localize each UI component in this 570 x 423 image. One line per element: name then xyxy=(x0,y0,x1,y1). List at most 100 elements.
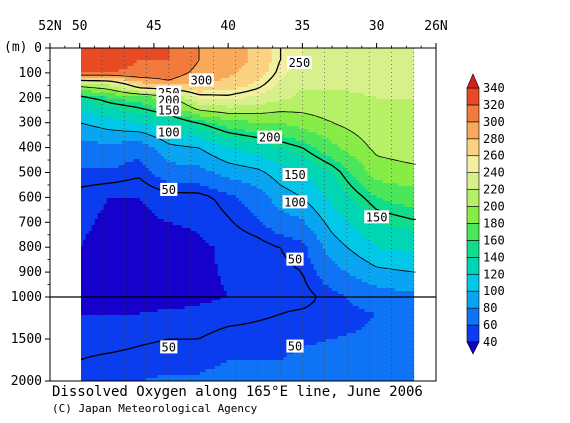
field-cell xyxy=(298,108,303,112)
field-cell xyxy=(157,48,162,52)
field-cell xyxy=(160,138,165,142)
field-cell xyxy=(298,159,303,163)
field-cell xyxy=(235,180,240,184)
field-cell xyxy=(391,123,396,127)
field-cell xyxy=(325,168,330,172)
field-cell xyxy=(325,174,330,178)
field-cell xyxy=(148,66,153,70)
field-cell xyxy=(112,87,117,91)
field-cell xyxy=(139,87,144,91)
field-cell xyxy=(409,99,414,103)
field-cell xyxy=(313,126,318,130)
field-cell xyxy=(283,72,288,76)
field-cell xyxy=(190,180,195,184)
field-cell xyxy=(232,129,237,133)
field-cell xyxy=(334,135,339,139)
field-cell xyxy=(298,153,303,157)
field-cell xyxy=(232,51,237,55)
field-cell xyxy=(358,90,363,94)
field-cell xyxy=(283,153,288,157)
field-cell xyxy=(100,84,105,88)
field-cell xyxy=(124,147,129,151)
field-cell xyxy=(178,174,183,178)
field-cell xyxy=(406,93,411,97)
field-cell xyxy=(247,144,252,148)
field-cell xyxy=(247,96,252,100)
field-cell xyxy=(196,135,201,139)
field-cell xyxy=(367,96,372,100)
field-cell xyxy=(238,177,243,181)
field-cell xyxy=(229,156,234,160)
field-cell xyxy=(139,150,144,154)
field-cell xyxy=(346,102,351,106)
field-cell xyxy=(148,129,153,133)
field-cell xyxy=(280,159,285,163)
field-cell xyxy=(229,123,234,127)
field-cell xyxy=(160,147,165,151)
field-cell xyxy=(373,111,378,115)
field-cell xyxy=(148,63,153,67)
field-cell xyxy=(364,51,369,55)
field-cell xyxy=(181,54,186,58)
field-cell xyxy=(376,105,381,109)
field-cell xyxy=(358,105,363,109)
field-cell xyxy=(286,69,291,73)
field-cell xyxy=(202,156,207,160)
field-cell xyxy=(313,162,318,166)
field-cell xyxy=(226,78,231,82)
field-cell xyxy=(175,48,180,52)
field-cell xyxy=(223,138,228,142)
field-cell xyxy=(250,177,255,181)
field-cell xyxy=(313,147,318,151)
field-cell xyxy=(130,132,135,136)
field-cell xyxy=(280,57,285,61)
field-cell xyxy=(139,60,144,64)
field-cell xyxy=(406,81,411,85)
field-cell xyxy=(352,174,357,178)
field-cell xyxy=(133,54,138,58)
field-cell xyxy=(136,60,141,64)
field-cell xyxy=(127,177,132,181)
field-cell xyxy=(232,63,237,67)
field-cell xyxy=(262,144,267,148)
field-cell xyxy=(262,48,267,52)
field-cell xyxy=(256,153,261,157)
field-cell xyxy=(361,129,366,133)
field-cell xyxy=(88,87,93,91)
field-cell xyxy=(310,93,315,97)
field-cell xyxy=(370,174,375,178)
field-cell xyxy=(373,162,378,166)
field-cell xyxy=(349,123,354,127)
field-cell xyxy=(223,72,228,76)
field-cell xyxy=(139,147,144,151)
field-cell xyxy=(364,114,369,118)
field-cell xyxy=(322,156,327,160)
field-cell xyxy=(274,108,279,112)
field-cell xyxy=(238,69,243,73)
field-cell xyxy=(229,96,234,100)
field-cell xyxy=(118,171,123,175)
field-cell xyxy=(199,63,204,67)
field-cell xyxy=(226,72,231,76)
field-cell xyxy=(88,156,93,160)
field-cell xyxy=(304,51,309,55)
field-cell xyxy=(280,168,285,172)
field-cell xyxy=(94,129,99,133)
field-cell xyxy=(334,111,339,115)
field-cell xyxy=(406,72,411,76)
field-cell xyxy=(304,90,309,94)
field-cell xyxy=(274,156,279,160)
field-cell xyxy=(400,96,405,100)
field-cell xyxy=(229,153,234,157)
field-cell xyxy=(397,126,402,130)
field-cell xyxy=(124,156,129,160)
field-cell xyxy=(223,99,228,103)
field-cell xyxy=(85,138,90,142)
field-cell xyxy=(124,66,129,70)
field-cell xyxy=(316,129,321,133)
field-cell xyxy=(391,162,396,166)
field-cell xyxy=(331,81,336,85)
field-cell xyxy=(142,144,147,148)
field-cell xyxy=(100,102,105,106)
field-cell xyxy=(109,108,114,112)
